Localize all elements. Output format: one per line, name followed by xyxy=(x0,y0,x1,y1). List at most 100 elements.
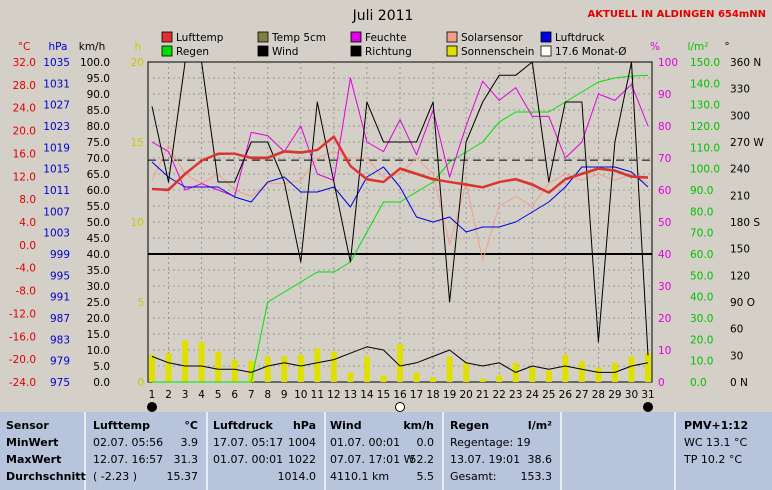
direction-tick-label: 360 N xyxy=(730,57,761,69)
temp-tick-label: 12.0 xyxy=(13,171,36,183)
hours-tick-label: 0 xyxy=(137,377,144,389)
chart-legend: Lufttemp Temp 5cm Feuchte Solarsensor Luftdr… xyxy=(161,31,626,58)
temp-tick-label: 32.0 xyxy=(13,57,36,69)
wind-tick-label: 0.0 xyxy=(93,377,110,389)
summary-panel: Sensor MinWert MaxWert Durchschnitt Luft… xyxy=(0,412,772,490)
luftdruck-avg-value: 1014.0 xyxy=(277,470,317,483)
lufttemp-avg-value: 15.37 xyxy=(166,470,199,483)
rain-tick-label: 140.0 xyxy=(690,78,720,90)
sunshine-bar xyxy=(578,361,585,382)
regen-days: Regentage: 19 xyxy=(450,436,531,449)
x-tick-label: 24 xyxy=(526,389,540,401)
x-tick-label: 6 xyxy=(231,389,238,401)
luftdruck-header: Luftdruck xyxy=(213,419,273,432)
series-line-feuchte xyxy=(151,77,649,197)
humidity-tick-label: 50 xyxy=(658,217,671,229)
wind-tick-label: 100.0 xyxy=(80,57,110,69)
regen-unit: l/m² xyxy=(527,419,552,432)
lufttemp-min-time: 02.07. 05:56 xyxy=(93,436,164,449)
wind-tick-label: 35.0 xyxy=(87,265,110,277)
rain-tick-label: 80.0 xyxy=(690,206,713,218)
wind-tick-label: 80.0 xyxy=(87,121,110,133)
x-tick-label: 21 xyxy=(476,389,489,401)
legend-swatch xyxy=(540,45,552,57)
x-tick-label: 2 xyxy=(165,389,172,401)
temp-tick-label: 16.0 xyxy=(13,148,36,160)
direction-tick-label: 0 N xyxy=(730,377,748,389)
wind-tick-label: 5.0 xyxy=(93,361,110,373)
wind-avg-value: 5.5 xyxy=(416,470,435,483)
sunshine-bar xyxy=(347,372,354,382)
temp-tick-label: 4.0 xyxy=(19,217,36,229)
x-tick-label: 19 xyxy=(443,389,456,401)
sunshine-bar xyxy=(595,367,602,382)
wind-tick-label: 55.0 xyxy=(87,201,110,213)
regen-header: Regen xyxy=(450,419,490,432)
rain-tick-label: 30.0 xyxy=(690,313,713,325)
direction-tick-label: 270 W xyxy=(730,137,764,149)
sensor-row-max: MaxWert xyxy=(6,453,62,466)
wind-max-value: 52.2 xyxy=(409,453,435,466)
series-line-luftdruck xyxy=(151,161,649,233)
direction-tick-label: 210 xyxy=(730,190,750,202)
x-tick-label: 4 xyxy=(198,389,205,401)
wind-tick-label: 20.0 xyxy=(87,313,110,325)
direction-tick-label: 120 xyxy=(730,270,750,282)
legend-label: Wind xyxy=(272,46,298,58)
temp-tick-label: -4.0 xyxy=(16,263,37,275)
sunshine-bar xyxy=(165,353,172,382)
wind-tick-label: 30.0 xyxy=(87,281,110,293)
wind-tick-label: 60.0 xyxy=(87,185,110,197)
rain-tick-label: 120.0 xyxy=(690,121,720,133)
wind-min-time: 01.07. 00:01 xyxy=(330,436,401,449)
rain-tick-label: 70.0 xyxy=(690,228,713,240)
x-tick-label: 25 xyxy=(542,389,555,401)
sunshine-bar xyxy=(248,361,255,382)
axis-header-humidity: % xyxy=(650,41,660,53)
wind-tick-label: 10.0 xyxy=(87,345,110,357)
legend-swatch xyxy=(446,45,458,57)
summary-wind-column: Wind km/h 01.07. 00:01 0.0 07.07. 17:01 … xyxy=(326,412,442,490)
luftdruck-unit: hPa xyxy=(292,419,316,432)
series-line-wind xyxy=(151,346,649,373)
sunshine-bar xyxy=(545,370,552,382)
pmv-windchill: WC 13.1 °C xyxy=(684,436,748,449)
wind-min-value: 0.0 xyxy=(416,436,435,449)
moon-full-icon xyxy=(395,402,405,412)
lufttemp-avg-note: ( -2.23 ) xyxy=(93,470,138,483)
legend-label: Feuchte xyxy=(365,32,407,44)
direction-tick-label: 300 xyxy=(730,110,750,122)
x-tick-label: 8 xyxy=(264,389,271,401)
direction-tick-label: 60 xyxy=(730,324,743,336)
x-tick-label: 13 xyxy=(344,389,357,401)
wind-tick-label: 40.0 xyxy=(87,249,110,261)
legend-swatch xyxy=(446,31,458,43)
axis-header-temp: °C xyxy=(18,41,31,53)
temp-tick-label: 0.0 xyxy=(19,240,36,252)
direction-tick-label: 240 xyxy=(730,164,750,176)
pressure-tick-label: 1019 xyxy=(43,142,70,154)
pressure-tick-label: 975 xyxy=(50,377,70,389)
x-tick-label: 3 xyxy=(182,389,189,401)
chart-marks xyxy=(148,61,652,383)
luftdruck-max-value: 1022 xyxy=(288,453,316,466)
legend-label: Lufttemp xyxy=(176,32,224,44)
pressure-tick-label: 987 xyxy=(50,313,70,325)
wind-distance: 4110.1 km xyxy=(330,470,390,483)
lufttemp-max-value: 31.3 xyxy=(173,453,199,466)
hours-tick-label: 5 xyxy=(137,297,144,309)
pmv-dewpoint: TP 10.2 °C xyxy=(684,453,743,466)
weather-chart: Juli 2011 AKTUELL IN ALDINGEN 654mNN Luf… xyxy=(8,8,766,412)
temp-tick-label: 20.0 xyxy=(13,126,36,138)
humidity-tick-label: 0 xyxy=(658,377,665,389)
x-tick-label: 12 xyxy=(327,389,340,401)
temp-tick-label: -12.0 xyxy=(9,308,36,320)
x-tick-label: 28 xyxy=(592,389,605,401)
pressure-tick-label: 995 xyxy=(50,270,70,282)
hours-tick-label: 10 xyxy=(131,217,144,229)
sunshine-bar xyxy=(281,356,288,382)
summary-lufttemp-column: Lufttemp °C 02.07. 05:56 3.9 12.07. 16:5… xyxy=(86,412,206,490)
pressure-tick-label: 1007 xyxy=(43,206,70,218)
x-tick-label: 10 xyxy=(294,389,307,401)
regen-max-value: 38.6 xyxy=(527,453,553,466)
